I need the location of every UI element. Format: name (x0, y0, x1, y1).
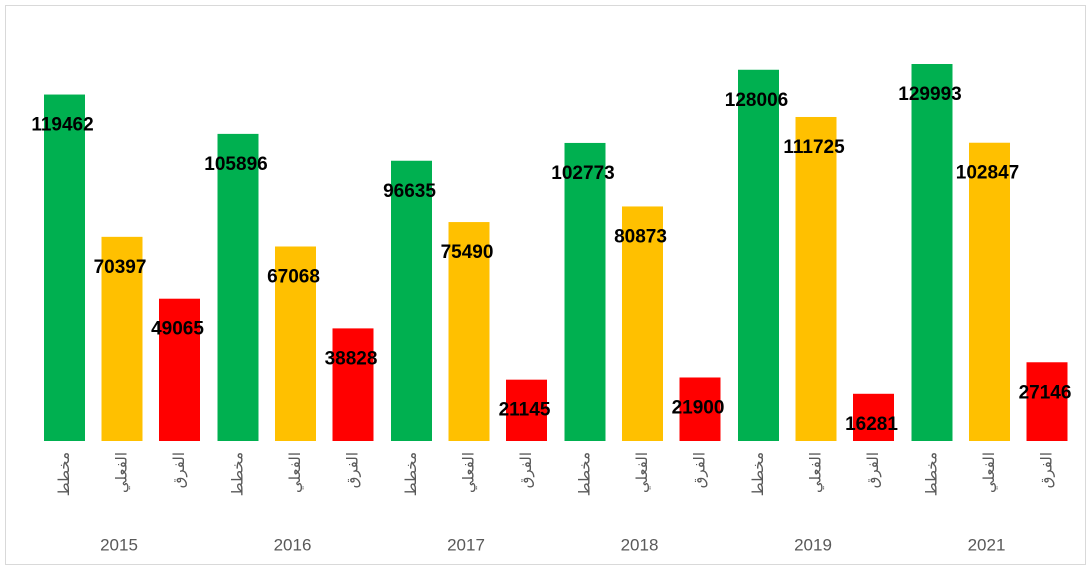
x-tick-label: 2016 (274, 535, 312, 554)
bar (795, 116, 837, 442)
value-label: 70397 (94, 257, 147, 278)
chart-border (5, 5, 1086, 565)
bar (1026, 362, 1068, 441)
bar (159, 298, 200, 441)
value-label: 119462 (31, 115, 93, 136)
series-label: الفعلي (980, 452, 999, 493)
series-label: الفرق (344, 452, 362, 488)
series-label: الفعلي (113, 452, 132, 493)
x-tick-label: 2015 (100, 535, 138, 554)
bar (564, 142, 606, 441)
value-label: 27146 (1019, 382, 1072, 403)
series-label: مخطط (749, 452, 767, 496)
x-tick-label: 2018 (621, 535, 659, 554)
series-label: الفرق (517, 452, 535, 488)
value-label: 67068 (267, 267, 320, 288)
bar (101, 236, 143, 441)
bar (622, 206, 663, 441)
value-label: 16281 (845, 414, 898, 435)
x-tick-label: 2017 (447, 535, 485, 554)
bar (969, 142, 1010, 441)
series-label: مخطط (55, 452, 73, 496)
value-label: 105896 (204, 154, 267, 175)
value-label: 128006 (725, 90, 788, 111)
bar (506, 379, 547, 441)
series-label: الفعلي (633, 452, 652, 493)
value-label: 21900 (672, 398, 725, 419)
series-label: مخطط (229, 452, 247, 496)
series-label: مخطط (576, 452, 594, 496)
series-label: الفرق (691, 452, 709, 488)
value-label: 75490 (441, 242, 494, 263)
series-label: الفعلي (460, 452, 479, 493)
series-label: مخطط (923, 452, 941, 496)
series-label: الفرق (864, 452, 882, 488)
value-label: 96635 (383, 181, 436, 202)
x-tick-label: 2019 (794, 535, 832, 554)
bar (679, 377, 721, 441)
bar (391, 160, 432, 441)
bar (853, 393, 894, 441)
x-tick-label: 2021 (968, 535, 1006, 554)
bar (738, 69, 779, 442)
value-label: 129993 (898, 84, 961, 105)
value-label: 102773 (551, 163, 614, 184)
series-label: الفرق (170, 452, 188, 488)
value-label: 80873 (614, 226, 667, 247)
value-label: 111725 (783, 137, 845, 158)
bar (217, 133, 259, 441)
bar (275, 246, 316, 441)
value-label: 38828 (325, 348, 378, 369)
series-label: مخطط (402, 452, 420, 496)
series-label: الفعلي (807, 452, 826, 493)
value-label: 49065 (151, 319, 204, 340)
value-label: 21145 (499, 400, 551, 421)
bar (448, 222, 490, 441)
series-label: الفرق (1038, 452, 1056, 488)
bar (44, 94, 85, 442)
value-label: 102847 (956, 163, 1019, 184)
series-label: الفعلي (286, 452, 305, 493)
bar (911, 64, 953, 441)
bar (332, 328, 374, 441)
